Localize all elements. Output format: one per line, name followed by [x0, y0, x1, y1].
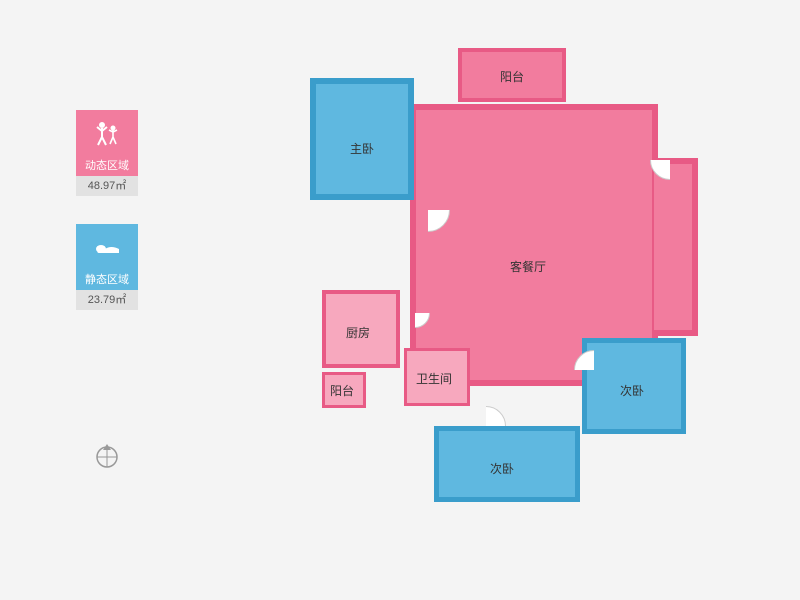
legend-static-label: 静态区域 — [76, 270, 138, 290]
legend-dynamic-label: 动态区域 — [76, 156, 138, 176]
legend-static-value: 23.79㎡ — [76, 290, 138, 310]
seam-cover — [654, 164, 666, 330]
room-label-second_bed_bottom: 次卧 — [490, 460, 514, 477]
room-label-master_bed: 主卧 — [350, 140, 374, 157]
legend-panel: 动态区域 48.97㎡ 静态区域 23.79㎡ — [76, 110, 138, 338]
legend-static: 静态区域 23.79㎡ — [76, 224, 138, 310]
room-label-kitchen: 厨房 — [346, 324, 370, 341]
people-icon — [76, 110, 138, 156]
room-label-balcony_small: 阳台 — [330, 382, 354, 399]
legend-dynamic: 动态区域 48.97㎡ — [76, 110, 138, 196]
room-label-living: 客餐厅 — [510, 258, 546, 275]
sleep-icon — [76, 224, 138, 270]
room-label-balcony_top: 阳台 — [500, 68, 524, 85]
room-label-bathroom: 卫生间 — [416, 370, 452, 387]
room-master_bed — [310, 78, 414, 200]
compass-icon — [94, 440, 120, 466]
floor-plan: 阳台客餐厅主卧厨房阳台卫生间次卧次卧 — [310, 48, 730, 568]
room-label-second_bed_right: 次卧 — [620, 382, 644, 399]
legend-dynamic-value: 48.97㎡ — [76, 176, 138, 196]
